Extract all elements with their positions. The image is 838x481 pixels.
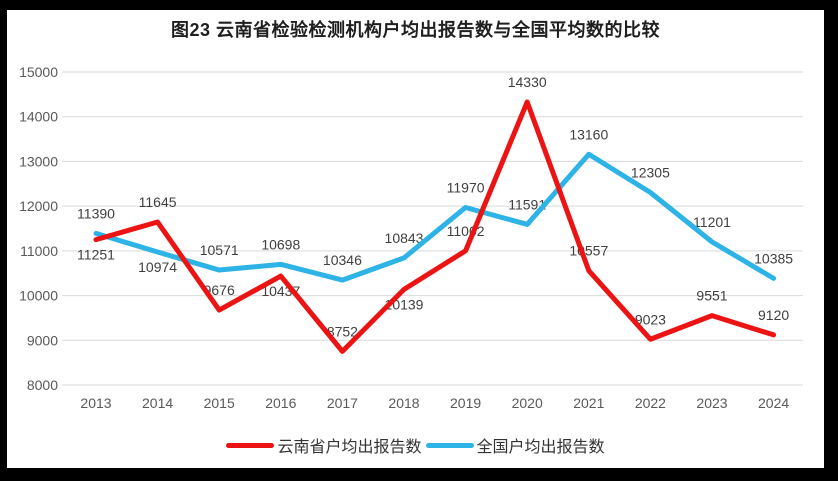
x-axis-tick-label: 2021 [573,395,604,411]
data-label: 11970 [447,179,485,195]
x-axis-tick-label: 2013 [80,395,111,411]
x-axis-tick-label: 2015 [204,395,235,411]
legend-label: 全国户均出报告数 [476,439,605,456]
blue-line-swatch-icon [425,442,474,448]
line-chart-plot-area: 8000 9000 10000 11000 12000 13000 14000 15000 20… [19,64,803,411]
x-axis-tick-label: 2019 [450,395,481,411]
data-label: 14330 [508,74,547,90]
legend-item-national: 全国户均出报告数 [425,433,605,457]
x-axis-tick-label: 2016 [265,395,296,411]
data-label: 9023 [635,311,666,327]
series-line [93,151,777,283]
data-label: 11591 [508,196,546,212]
y-axis-tick-label: 10000 [19,288,58,304]
data-label: 11002 [447,223,485,239]
red-line-swatch-icon [226,442,275,448]
chart-legend: 云南省户均出报告数 全国户均出报告数 [7,434,824,456]
data-label: 9551 [696,288,727,304]
y-axis-tick-label: 11000 [20,243,58,259]
data-label: 11251 [77,247,115,263]
y-axis-tick-label: 13000 [19,153,58,169]
data-label: 10571 [200,242,239,258]
data-label: 9676 [204,282,235,298]
y-axis-tick-label: 12000 [19,198,58,214]
data-label: 10698 [261,236,300,252]
x-axis-tick-label: 2024 [758,395,789,411]
x-axis-tick-label: 2014 [142,395,173,411]
data-label: 11645 [139,194,177,210]
series-line [93,99,777,354]
x-axis-tick-label: 2018 [388,395,419,411]
legend-item-yunnan: 云南省户均出报告数 [226,433,422,457]
y-axis-tick-label: 14000 [19,109,58,125]
data-label: 11390 [77,205,115,221]
data-label: 13160 [569,126,608,142]
x-axis-tick-label: 2022 [635,395,666,411]
data-label: 10974 [138,259,177,275]
y-axis-tick-label: 9000 [27,332,58,348]
chart-canvas: 图23 云南省检验检测机构户均出报告数与全国平均数的比较 8000 9000 100… [7,10,824,468]
data-label: 10843 [385,230,424,246]
chart-title: 图23 云南省检验检测机构户均出报告数与全国平均数的比较 [170,20,661,40]
data-label: 10557 [569,243,608,259]
y-axis-tick-label: 8000 [27,377,58,393]
x-axis-tick-label: 2023 [696,395,727,411]
data-label: 8752 [327,323,358,339]
x-axis-tick-label: 2017 [327,395,358,411]
legend-label: 云南省户均出报告数 [277,439,422,456]
data-label: 11201 [693,214,731,230]
y-axis-tick-label: 15000 [19,64,58,80]
data-label: 9120 [758,307,789,323]
data-label: 10346 [323,252,362,268]
x-axis-tick-label: 2020 [512,395,543,411]
data-label: 10385 [754,250,793,266]
data-label: 12305 [631,165,670,181]
